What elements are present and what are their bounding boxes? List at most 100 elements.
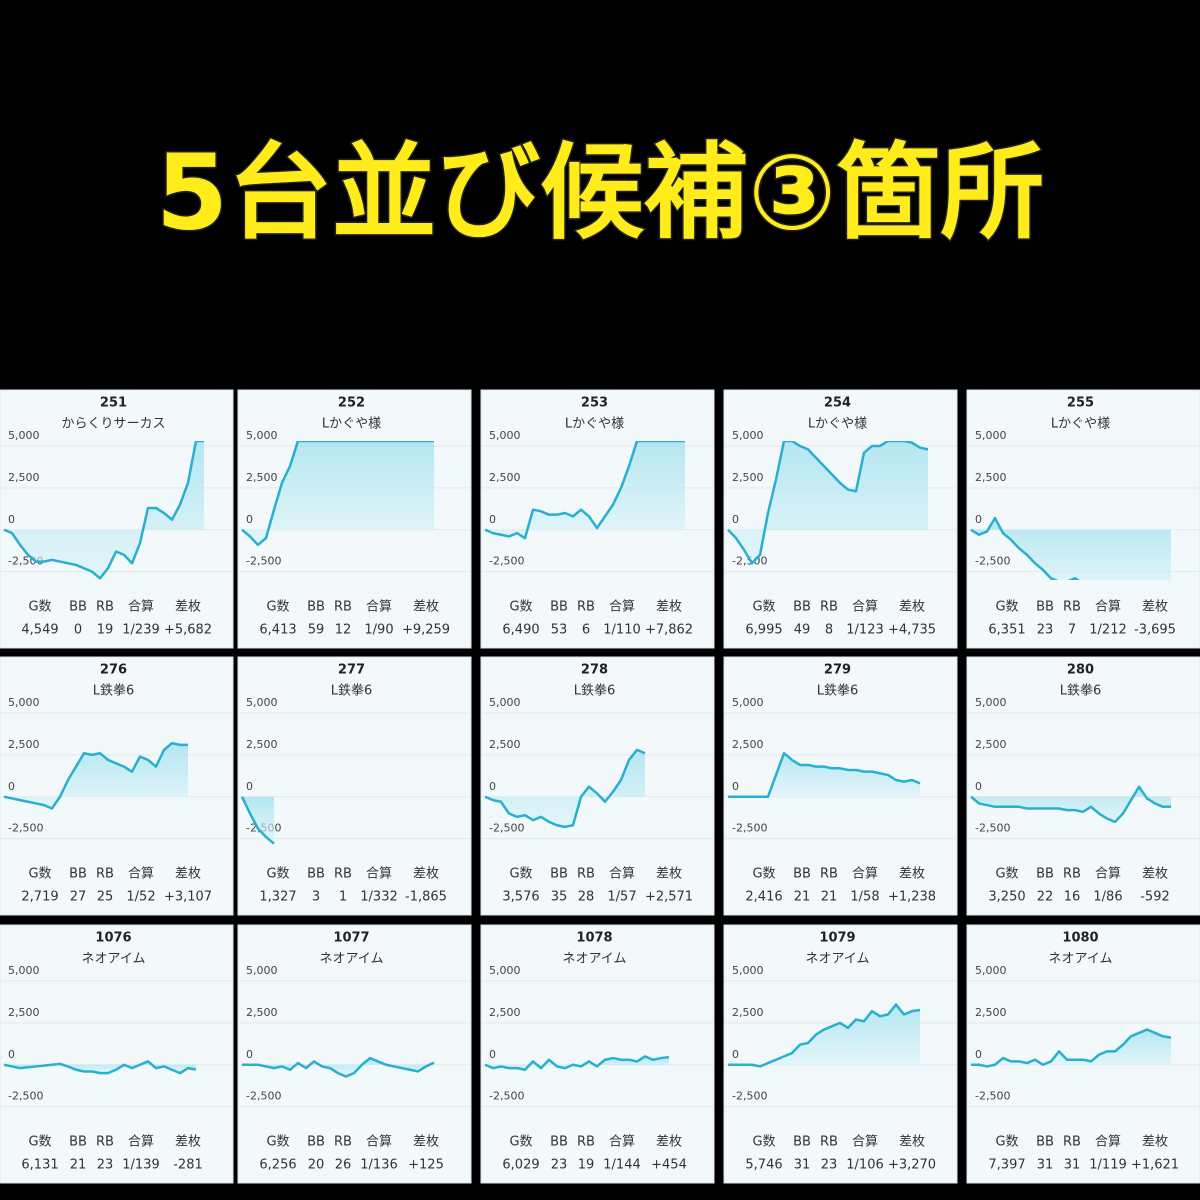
line: [3, 441, 204, 580]
stat-header: 差枚: [656, 600, 682, 615]
stat-value: 7: [1068, 623, 1076, 638]
stat-value: +9,259: [402, 623, 450, 638]
stat-value: 6,029: [502, 1158, 539, 1173]
panel-bg: [237, 924, 472, 1184]
y-tick-label: -2,500: [8, 822, 43, 835]
y-tick-label: 2,500: [246, 1006, 278, 1019]
stat-value: 23: [821, 1158, 838, 1173]
stat-value: +3,107: [164, 890, 212, 905]
stat-header: BB: [69, 1135, 87, 1150]
stat-value: 6,351: [988, 623, 1025, 638]
y-tick-label: 0: [246, 780, 253, 793]
stat-value: 6,995: [745, 623, 782, 638]
stat-header: 差枚: [1142, 1135, 1168, 1150]
stat-header: G数: [509, 867, 532, 882]
y-tick-label: 5,000: [246, 696, 278, 709]
stat-value: 59: [308, 623, 325, 638]
y-tick-label: 2,500: [975, 471, 1007, 484]
panel-number: 251: [100, 396, 127, 411]
line: [3, 1060, 197, 1075]
stat-header: 合算: [128, 600, 154, 615]
panel-bg: [237, 656, 472, 916]
stat-header: G数: [509, 600, 532, 615]
line: [970, 785, 1172, 824]
area: [4, 441, 204, 579]
stat-header: RB: [820, 600, 838, 615]
panel-number: 280: [1067, 663, 1094, 678]
stat-header: 合算: [128, 867, 154, 882]
stat-header: BB: [307, 600, 325, 615]
panel-number: 252: [338, 396, 365, 411]
stat-header: 合算: [852, 1135, 878, 1150]
stat-value: 1: [339, 890, 347, 905]
stat-value: -592: [1140, 890, 1170, 905]
panel-name: L鉄拳6: [574, 683, 616, 699]
stat-header: BB: [69, 600, 87, 615]
y-tick-label: 0: [732, 513, 739, 526]
stat-value: +2,571: [645, 890, 693, 905]
stat-value: 6: [582, 623, 590, 638]
stat-header: BB: [307, 1135, 325, 1150]
y-tick-label: -2,500: [732, 822, 767, 835]
stat-header: BB: [1036, 867, 1054, 882]
area: [242, 796, 274, 844]
area: [485, 749, 645, 827]
stat-value: 19: [97, 623, 114, 638]
line: [240, 796, 275, 845]
panel-number: 255: [1067, 396, 1094, 411]
stat-header: BB: [550, 600, 568, 615]
panel-number: 254: [824, 396, 851, 411]
y-tick-label: 5,000: [732, 964, 764, 977]
stat-value: 22: [1037, 890, 1054, 905]
stat-header: G数: [995, 867, 1018, 882]
stat-header: 差枚: [413, 600, 439, 615]
panel-number: 1079: [819, 931, 855, 946]
panel: 1078 ネオアイム 5,000 2,500 0 -2,500 G数 6,029 BB 23 RB 1…: [480, 924, 715, 1184]
stat-value: 28: [578, 890, 595, 905]
stat-header: RB: [334, 600, 352, 615]
panel: 253 Lかぐや様 5,000 2,500 0 -2,500 G数 6,490 BB 53 RB 6 合…: [480, 389, 715, 649]
y-tick-label: 0: [246, 1048, 253, 1061]
panel: 278 L鉄拳6 5,000 2,500 0 -2,500 G数 3,576 BB 35 RB 28 合…: [480, 656, 715, 916]
panel-bg: [966, 656, 1200, 916]
stat-value: +1,238: [888, 890, 936, 905]
panel-number: 1077: [333, 931, 369, 946]
stat-value: 23: [551, 1158, 568, 1173]
stat-header: G数: [28, 600, 51, 615]
panel-name: Lかぐや様: [808, 417, 867, 432]
stat-header: 差枚: [413, 1135, 439, 1150]
stat-value: 21: [70, 1158, 87, 1173]
stat-header: 合算: [852, 600, 878, 615]
stat-value: 21: [794, 890, 811, 905]
stat-header: 差枚: [899, 867, 925, 882]
stat-value: 53: [551, 623, 568, 638]
panel-bg: [480, 656, 715, 916]
stat-header: RB: [820, 867, 838, 882]
stat-value: 1/212: [1089, 623, 1126, 638]
line: [484, 1055, 670, 1072]
stat-value: +4,735: [888, 623, 936, 638]
stat-header: 差枚: [175, 1135, 201, 1150]
y-tick-label: 5,000: [975, 964, 1007, 977]
y-tick-label: 2,500: [489, 1006, 521, 1019]
stat-header: 合算: [366, 600, 392, 615]
y-tick-label: 5,000: [975, 429, 1007, 442]
panel-name: ネオアイム: [319, 952, 383, 967]
stat-header: RB: [334, 1135, 352, 1150]
panel: 254Lかぐや様5,0002,5000-2,500G数6,995BB49RB8合…: [723, 389, 958, 649]
stat-value: 1/123: [846, 623, 883, 638]
y-tick-label: 2,500: [8, 738, 40, 751]
line: [241, 441, 434, 547]
panel-name: L鉄拳6: [1060, 683, 1102, 699]
stat-header: 差枚: [656, 867, 682, 882]
area: [728, 753, 920, 797]
stat-header: G数: [509, 1135, 532, 1150]
stat-header: G数: [752, 600, 775, 615]
stat-value: 8: [825, 623, 833, 638]
y-tick-label: 2,500: [732, 738, 764, 751]
y-tick-label: -2,500: [732, 1090, 767, 1103]
stat-value: 6,256: [259, 1158, 296, 1173]
stat-header: BB: [69, 867, 87, 882]
stat-header: 差枚: [1142, 600, 1168, 615]
